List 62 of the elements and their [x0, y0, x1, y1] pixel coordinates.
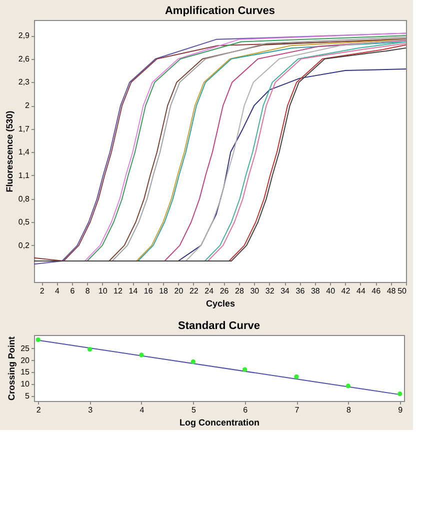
x-tick-label: 38: [310, 286, 320, 296]
x-tick-label: 2: [40, 286, 45, 296]
y-tick-label: 2: [25, 101, 30, 110]
x-tick-label: 26: [220, 286, 230, 296]
x-axis-title: Cycles: [206, 298, 236, 308]
x-tick-label: 2: [36, 406, 42, 414]
y-tick-label: 25: [20, 344, 30, 353]
x-tick-label: 32: [265, 286, 275, 296]
y-tick-label: 1,4: [18, 148, 30, 157]
x-tick-label: 5: [191, 406, 196, 414]
x-tick-label: 34: [280, 286, 290, 296]
point: [294, 374, 299, 380]
x-tick-label: 16: [144, 286, 154, 296]
x-tick-label: 42: [341, 286, 351, 296]
x-tick-label: 36: [296, 286, 306, 296]
chart-title: Amplification Curves: [164, 5, 276, 17]
x-tick-label: 46: [372, 286, 382, 296]
y-axis-title: Fluorescence (530): [4, 110, 14, 192]
y-tick-label: 1,1: [18, 170, 30, 180]
x-tick-label: 22: [189, 286, 199, 296]
x-tick-label: 50: [398, 286, 408, 296]
y-tick-label: 2,9: [18, 31, 30, 40]
x-tick-label: 9: [398, 406, 404, 414]
x-tick-label: 10: [98, 286, 108, 296]
y-tick-label: 1,7: [18, 124, 30, 134]
x-tick-label: 18: [159, 286, 169, 296]
y-tick-label: 10: [20, 380, 30, 389]
point: [190, 359, 196, 364]
x-tick-label: 48: [386, 286, 396, 296]
x-tick-label: 12: [114, 286, 124, 296]
y-axis-title: Crossing Point: [6, 336, 17, 401]
chart-title: Standard Curve: [178, 320, 260, 332]
point: [398, 392, 402, 396]
x-tick-label: 4: [140, 406, 145, 414]
x-tick-label: 20: [174, 286, 184, 296]
point: [242, 367, 248, 372]
x-tick-label: 8: [346, 406, 352, 414]
x-tick-label: 6: [243, 406, 248, 414]
x-tick-label: 28: [235, 286, 244, 296]
x-tick-label: 24: [204, 286, 214, 296]
point: [139, 352, 144, 358]
y-tick-label: 2,6: [18, 54, 30, 64]
point: [36, 337, 40, 342]
y-tick-label: 15: [20, 368, 30, 377]
y-tick-label: 0,8: [18, 194, 30, 204]
x-tick-label: 40: [326, 286, 336, 296]
x-tick-label: 30: [250, 286, 260, 296]
x-tick-label: 4: [55, 286, 60, 296]
point: [346, 384, 351, 388]
y-tick-label: 0,2: [18, 240, 30, 250]
x-axis-title: Log Concentration: [180, 418, 260, 428]
x-tick-label: 8: [85, 286, 90, 296]
x-tick-label: 3: [88, 406, 94, 414]
x-tick-label: 7: [294, 406, 300, 414]
point: [87, 346, 92, 352]
x-tick-label: 44: [356, 286, 366, 296]
y-tick-label: 20: [20, 356, 30, 365]
y-tick-label: 2,3: [18, 78, 30, 87]
y-tick-label: 0,5: [18, 218, 30, 227]
y-tick-label: 5: [25, 391, 30, 400]
x-tick-label: 14: [128, 286, 138, 296]
x-tick-label: 6: [70, 286, 76, 296]
